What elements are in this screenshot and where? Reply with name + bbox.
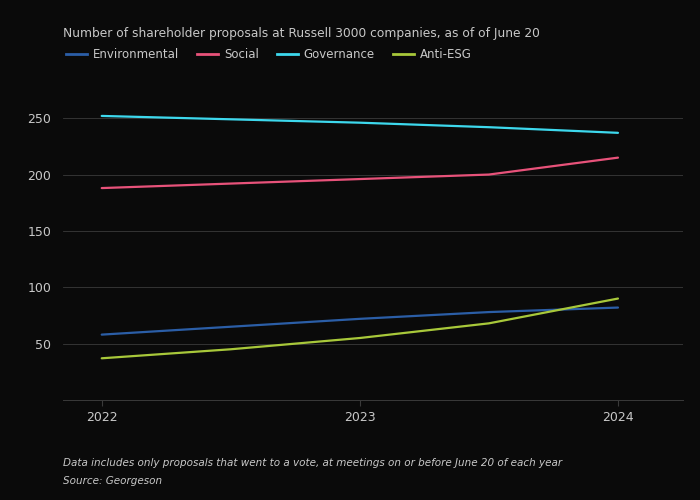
- Text: Number of shareholder proposals at Russell 3000 companies, as of of June 20: Number of shareholder proposals at Russe…: [63, 28, 540, 40]
- Text: Source: Georgeson: Source: Georgeson: [63, 476, 162, 486]
- Legend: Environmental, Social, Governance, Anti-ESG: Environmental, Social, Governance, Anti-…: [66, 48, 472, 61]
- Text: Data includes only proposals that went to a vote, at meetings on or before June : Data includes only proposals that went t…: [63, 458, 562, 468]
